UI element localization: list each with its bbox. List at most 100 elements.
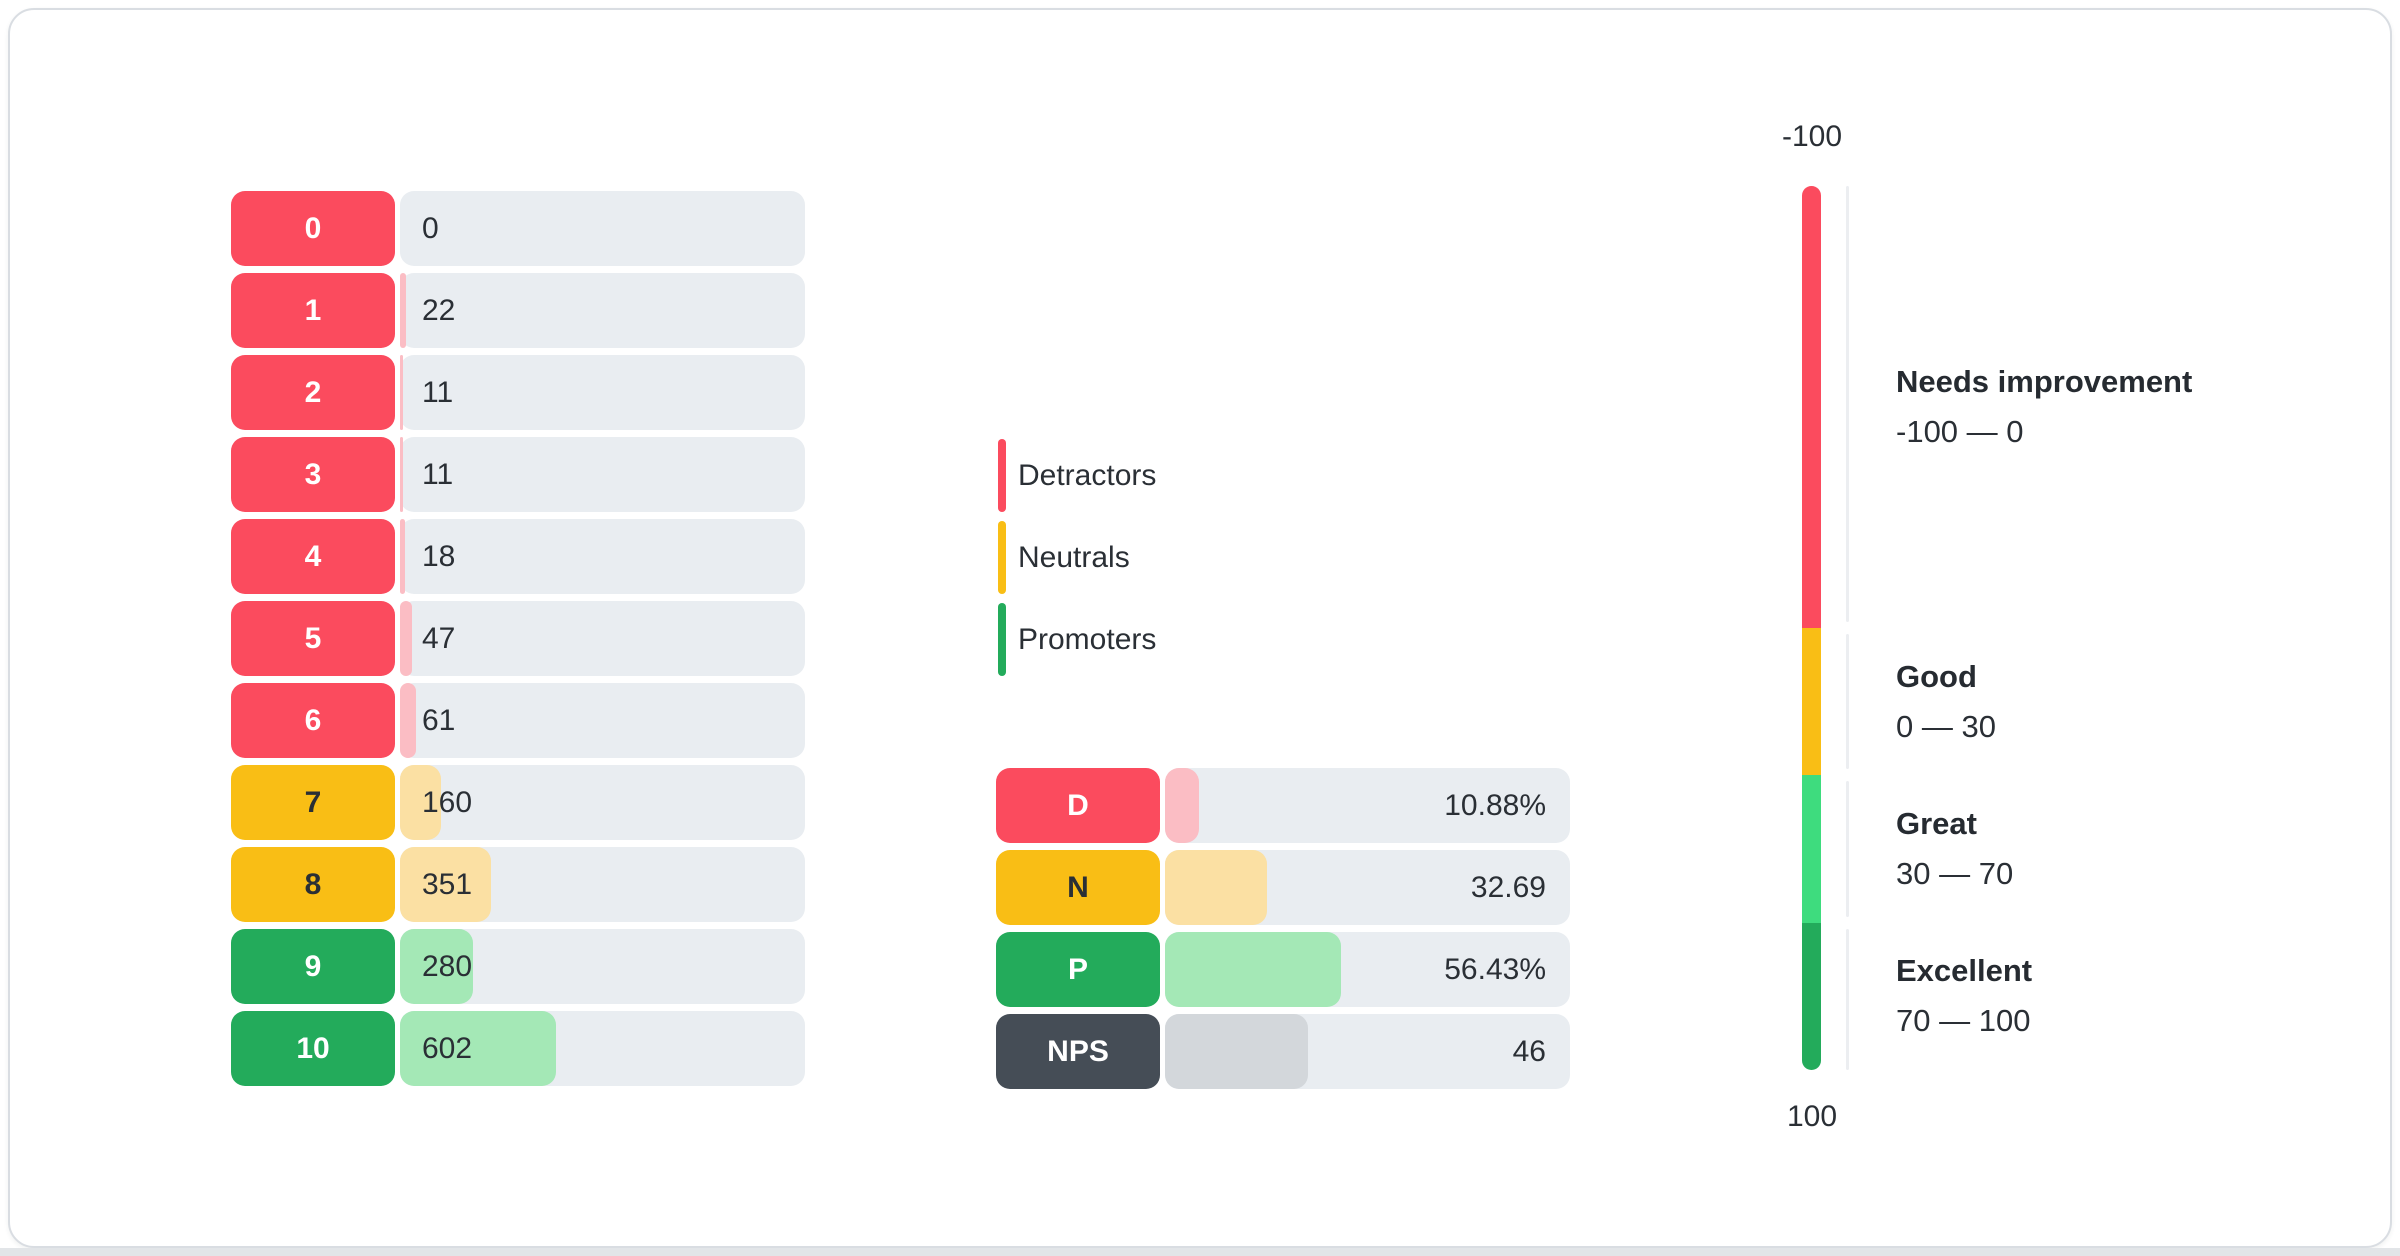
summary-track: 10.88% — [1165, 768, 1570, 843]
score-fill — [400, 929, 473, 1004]
gauge-category-range: 30 — 70 — [1896, 856, 2014, 891]
summary-row: NPS 46 — [996, 1014, 1570, 1089]
summary-row: P 56.43% — [996, 932, 1570, 1007]
score-track: 160 — [400, 765, 805, 840]
legend-item: Neutrals — [998, 521, 1156, 594]
score-track: 280 — [400, 929, 805, 1004]
score-chip: 7 — [231, 765, 395, 840]
score-row: 2 11 — [231, 355, 805, 430]
score-track: 22 — [400, 273, 805, 348]
score-chip: 5 — [231, 601, 395, 676]
score-track: 47 — [400, 601, 805, 676]
score-fill — [400, 519, 405, 594]
score-value: 351 — [422, 867, 473, 901]
summary-track: 56.43% — [1165, 932, 1570, 1007]
score-fill — [400, 273, 406, 348]
score-row: 8 351 — [231, 847, 805, 922]
summary-chip: N — [996, 850, 1160, 925]
score-value: 0 — [422, 211, 439, 245]
gauge-segment-neutral — [1802, 628, 1821, 776]
gauge-category-group: Excellent 70 — 100 — [1896, 952, 2376, 1040]
gauge-bottom-label: 100 — [1786, 1100, 1838, 1133]
score-fill — [400, 437, 403, 512]
gauge-tick-segment — [1846, 781, 1849, 917]
score-chip: 3 — [231, 437, 395, 512]
score-track: 61 — [400, 683, 805, 758]
score-track: 602 — [400, 1011, 805, 1086]
gauge-tick-segment — [1846, 634, 1849, 770]
summary-value: 56.43% — [1444, 952, 1546, 986]
gauge-category-group: Good 0 — 30 — [1896, 658, 2376, 746]
summary-fill — [1165, 932, 1341, 1007]
summary-track: 46 — [1165, 1014, 1570, 1089]
score-fill — [400, 601, 413, 676]
score-track: 0 — [400, 191, 805, 266]
legend-label: Detractors — [1018, 458, 1157, 492]
score-chip: 6 — [231, 683, 395, 758]
summary-chip: D — [996, 768, 1160, 843]
score-track: 11 — [400, 437, 805, 512]
gauge-segment-promoter — [1802, 922, 1821, 1070]
score-value: 61 — [422, 703, 456, 737]
summary-track: 32.69 — [1165, 850, 1570, 925]
score-row: 1 22 — [231, 273, 805, 348]
legend-label: Promoters — [1018, 622, 1157, 656]
score-value: 11 — [422, 375, 454, 409]
detractor-swatch-icon — [998, 439, 1006, 512]
score-row: 9 280 — [231, 929, 805, 1004]
summary-chip: NPS — [996, 1014, 1160, 1089]
gauge-category-name: Good — [1896, 658, 1977, 694]
gauge-top-label: -100 — [1781, 120, 1843, 153]
score-chip: 1 — [231, 273, 395, 348]
score-fill — [400, 355, 403, 430]
score-value: 160 — [422, 785, 473, 819]
gauge-category-name: Needs improvement — [1896, 364, 2193, 399]
gauge-tick-segment — [1846, 186, 1849, 622]
gauge-segment-detractor — [1802, 186, 1821, 628]
score-fill — [400, 1011, 556, 1086]
score-chip: 2 — [231, 355, 395, 430]
gauge-category-range: -100 — 0 — [1896, 414, 2024, 449]
score-chip: 9 — [231, 929, 395, 1004]
legend: Detractors Neutrals Promoters — [998, 439, 1156, 685]
gauge-category-group: Great 30 — 70 — [1896, 805, 2376, 893]
gauge-segment-promoter_light — [1802, 775, 1821, 923]
score-distribution-chart: 0 0 1 22 2 11 3 11 4 18 5 47 6 61 7 160 8 351 9 280 10 602 — [231, 191, 805, 1093]
score-row: 7 160 — [231, 765, 805, 840]
score-row: 3 11 — [231, 437, 805, 512]
gauge-category-name: Excellent — [1896, 953, 2033, 989]
score-chip: 4 — [231, 519, 395, 594]
summary-row: D 10.88% — [996, 768, 1570, 843]
score-value: 602 — [422, 1031, 473, 1065]
score-row: 6 61 — [231, 683, 805, 758]
score-value: 280 — [422, 949, 473, 983]
score-fill — [400, 683, 416, 758]
promoter-swatch-icon — [998, 603, 1006, 676]
gauge-category-group: Needs improvement -100 — 0 — [1896, 363, 2376, 451]
score-row: 5 47 — [231, 601, 805, 676]
summary-value: 10.88% — [1444, 788, 1546, 822]
score-row: 10 602 — [231, 1011, 805, 1086]
score-fill — [400, 847, 491, 922]
score-track: 18 — [400, 519, 805, 594]
summary-chart: D 10.88% N 32.69 P 56.43% NPS 46 — [996, 768, 1570, 1096]
score-chip: 10 — [231, 1011, 395, 1086]
page-background-strip — [0, 1248, 2400, 1256]
summary-fill — [1165, 768, 1199, 843]
score-fill — [400, 765, 442, 840]
score-value: 11 — [422, 457, 454, 491]
gauge-category-name: Great — [1896, 806, 1977, 841]
score-track: 351 — [400, 847, 805, 922]
summary-fill — [1165, 1014, 1309, 1089]
legend-item: Promoters — [998, 603, 1156, 676]
score-value: 22 — [422, 293, 456, 327]
summary-value: 46 — [1512, 1034, 1546, 1068]
gauge-tick-segment — [1846, 928, 1849, 1070]
gauge-bar — [1802, 186, 1821, 1070]
score-value: 18 — [422, 539, 456, 573]
legend-item: Detractors — [998, 439, 1156, 512]
summary-chip: P — [996, 932, 1160, 1007]
score-chip: 0 — [231, 191, 395, 266]
